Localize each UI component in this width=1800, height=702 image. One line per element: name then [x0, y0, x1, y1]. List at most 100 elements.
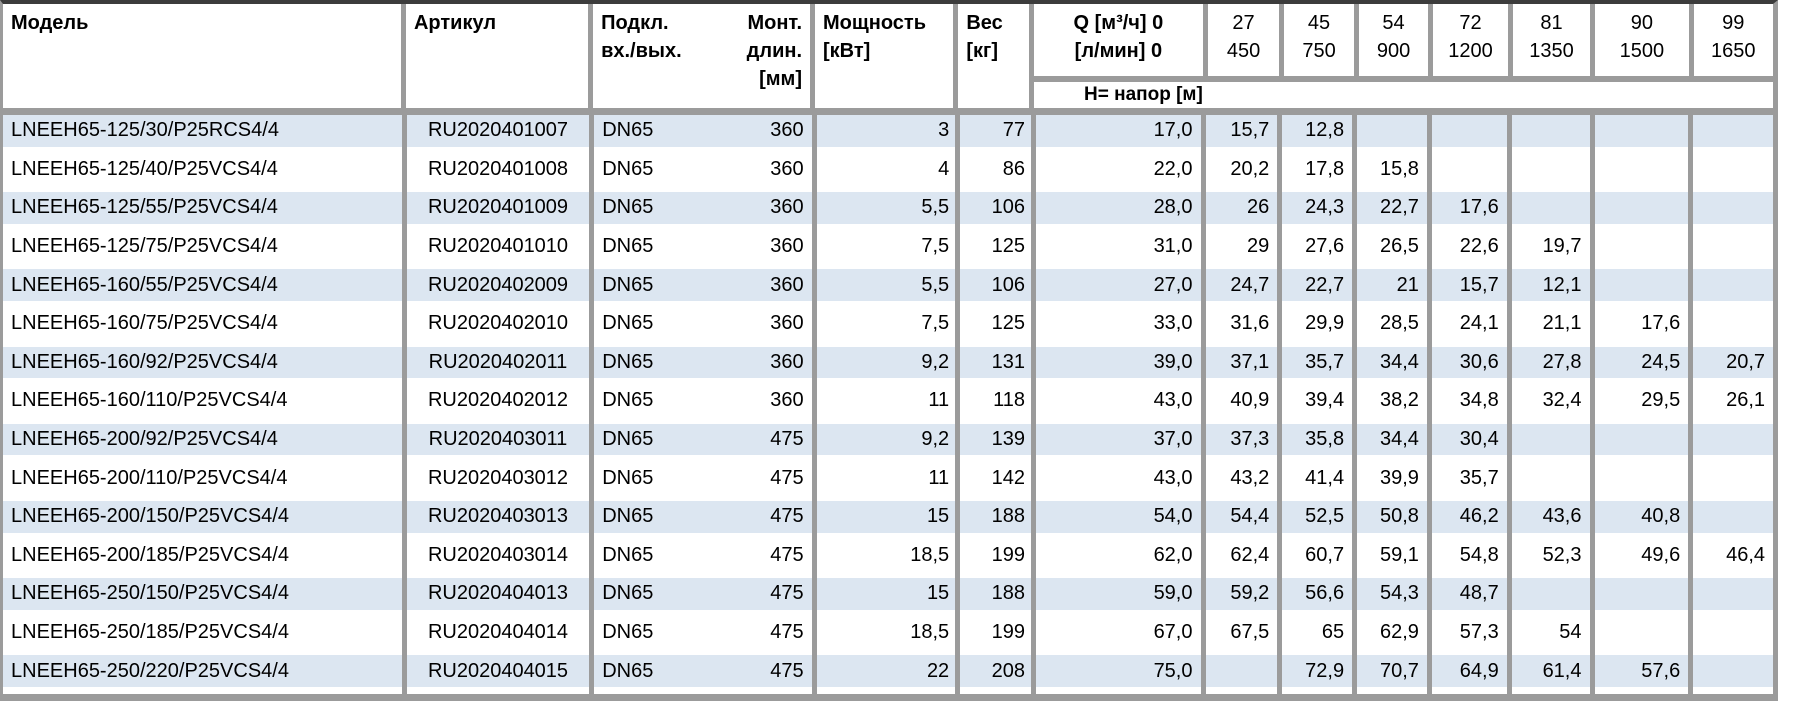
cell-head-81: 54	[1506, 616, 1590, 656]
cell-head-81: 27,8	[1506, 346, 1590, 386]
cell-head-72: 17,6	[1426, 192, 1507, 231]
cell-mount-length: 360	[770, 119, 804, 142]
cell-weight: 77	[955, 115, 1031, 154]
cell-article: RU2020402011	[401, 346, 590, 386]
cell-connection-mount: DN65 360	[589, 230, 812, 270]
cell-head-72	[1426, 153, 1507, 193]
cell-power: 5,5	[811, 269, 956, 308]
cell-head-27: 15,7	[1200, 115, 1278, 154]
cell-head-72: 46,2	[1426, 500, 1507, 540]
cell-head-72: 54,8	[1426, 539, 1507, 579]
table-row: LNEEH65-125/30/P25RCS4/4 RU2020401007 DN65…	[3, 115, 1774, 154]
cell-head-81	[1506, 153, 1590, 193]
cell-head-54: 26,5	[1352, 230, 1427, 270]
cell-head-99: 46,4	[1688, 539, 1774, 579]
cell-connection: DN65	[602, 350, 654, 373]
cell-weight: 208	[955, 655, 1031, 694]
cell-connection: DN65	[602, 505, 654, 528]
table-row: LNEEH65-125/40/P25VCS4/4 RU2020401008 DN65…	[3, 153, 1774, 193]
col-header-connection: Подкл. вх./вых.	[601, 9, 682, 108]
cell-head-99	[1688, 462, 1774, 501]
col-header-flow-99: 99 1650	[1688, 4, 1773, 76]
cell-article: RU2020402010	[401, 307, 590, 347]
cell-head-27: 37,3	[1200, 423, 1278, 463]
cell-model: LNEEH65-250/220/P25VCS4/4	[3, 655, 402, 694]
table-row: LNEEH65-160/92/P25VCS4/4 RU2020402011 DN65…	[3, 346, 1774, 386]
cell-head-81	[1506, 423, 1590, 463]
cell-head-72: 48,7	[1426, 578, 1507, 617]
cell-head-45: 35,7	[1277, 346, 1353, 386]
cell-head-72: 64,9	[1426, 655, 1507, 694]
cell-head-72: 30,4	[1426, 423, 1507, 463]
table-row: LNEEH65-200/92/P25VCS4/4 RU2020403011 DN65…	[3, 423, 1774, 463]
cell-head-81: 43,6	[1506, 500, 1590, 540]
cell-head-99: 26,1	[1688, 385, 1774, 424]
cell-head-27: 26	[1200, 192, 1278, 231]
cell-mount-length: 475	[770, 582, 804, 605]
cell-head-45: 27,6	[1277, 230, 1353, 270]
cell-head-90	[1589, 115, 1689, 154]
header-body-divider	[3, 108, 1773, 115]
flow-lmin-value: 900	[1376, 40, 1411, 62]
cell-head-99	[1688, 616, 1774, 656]
cell-head-99	[1688, 500, 1774, 540]
cell-power: 5,5	[811, 192, 956, 231]
power-unit-label: [кВт]	[823, 40, 871, 62]
cell-weight: 188	[955, 500, 1031, 540]
cell-head-q0: 75,0	[1030, 655, 1201, 694]
table-row: LNEEH65-200/185/P25VCS4/4 RU2020403014 DN6…	[3, 539, 1774, 579]
cell-head-72: 35,7	[1426, 462, 1507, 501]
table-row: LNEEH65-160/110/P25VCS4/4 RU2020402012 DN6…	[3, 385, 1774, 424]
cell-model: LNEEH65-125/40/P25VCS4/4	[3, 153, 402, 193]
cell-mount-length: 360	[770, 350, 804, 373]
cell-head-27	[1200, 655, 1278, 694]
cell-weight: 118	[955, 385, 1031, 424]
cell-head-99	[1688, 307, 1774, 347]
cell-connection-mount: DN65 360	[589, 307, 812, 347]
cell-power: 7,5	[811, 307, 956, 347]
cell-weight: 131	[955, 346, 1031, 386]
cell-power: 11	[811, 462, 956, 501]
cell-power: 3	[811, 115, 956, 154]
flow-head-section: Q [м³/ч] 0 [л/мин] 0 27 450 45 750 54 900 72 12…	[1029, 4, 1773, 108]
table-row: LNEEH65-160/55/P25VCS4/4 RU2020402009 DN65…	[3, 269, 1774, 308]
table-row: LNEEH65-250/185/P25VCS4/4 RU2020404014 DN6…	[3, 616, 1774, 656]
col-header-flow-45: 45 750	[1279, 4, 1354, 76]
cell-head-72: 57,3	[1426, 616, 1507, 656]
cell-head-q0: 37,0	[1030, 423, 1201, 463]
cell-head-81: 21,1	[1506, 307, 1590, 347]
cell-head-54: 34,4	[1352, 346, 1427, 386]
cell-head-54: 34,4	[1352, 423, 1427, 463]
cell-head-90	[1589, 192, 1689, 231]
cell-head-90	[1589, 153, 1689, 193]
cell-mount-length: 475	[770, 543, 804, 566]
cell-head-q0: 67,0	[1030, 616, 1201, 656]
cell-head-72: 34,8	[1426, 385, 1507, 424]
cell-connection: DN65	[602, 235, 654, 258]
cell-weight: 199	[955, 616, 1031, 656]
cell-connection-mount: DN65 475	[589, 578, 812, 617]
cell-head-90	[1589, 230, 1689, 270]
cell-head-81	[1506, 115, 1590, 154]
cell-connection: DN65	[602, 119, 654, 142]
cell-head-q0: 33,0	[1030, 307, 1201, 347]
cell-weight: 199	[955, 539, 1031, 579]
cell-head-54: 50,8	[1352, 500, 1427, 540]
col-header-connection-mount: Подкл. вх./вых. Монт. длин. [мм]	[588, 4, 810, 108]
cell-article: RU2020401010	[401, 230, 590, 270]
cell-head-45: 52,5	[1277, 500, 1353, 540]
cell-connection-mount: DN65 360	[589, 346, 812, 386]
col-header-flow-72: 72 1200	[1428, 4, 1507, 76]
power-label: Мощность	[823, 12, 927, 34]
cell-head-90: 29,5	[1589, 385, 1689, 424]
cell-head-27: 62,4	[1200, 539, 1278, 579]
cell-article: RU2020402009	[401, 269, 590, 308]
flow-lmin-value: 450	[1226, 40, 1261, 62]
table-row: LNEEH65-250/220/P25VCS4/4 RU2020404015 DN6…	[3, 655, 1774, 694]
table-row: LNEEH65-200/110/P25VCS4/4 RU2020403012 DN6…	[3, 462, 1774, 501]
cell-connection-mount: DN65 475	[589, 655, 812, 694]
col-header-flow-54: 54 900	[1353, 4, 1429, 76]
cell-power: 18,5	[811, 539, 956, 579]
cell-head-72: 30,6	[1426, 346, 1507, 386]
